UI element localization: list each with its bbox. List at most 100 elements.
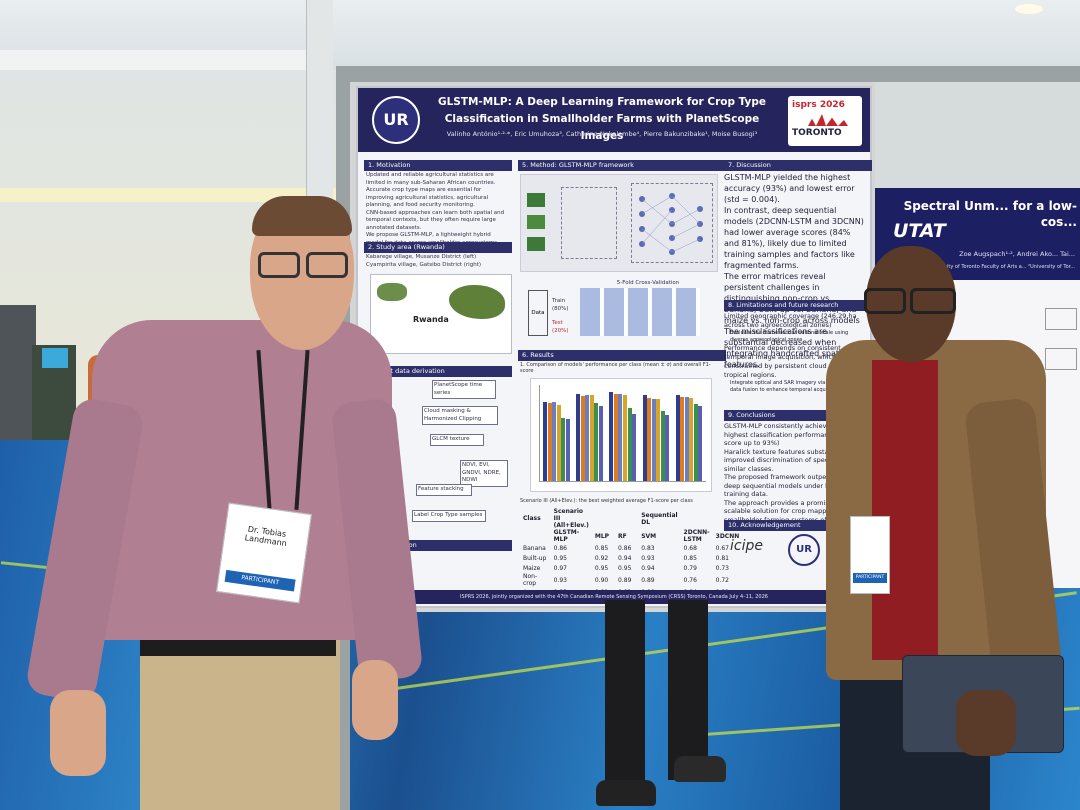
conference-label: isprs 2026 <box>792 100 845 110</box>
section-conclusions: 9. Conclusions <box>724 410 872 421</box>
limitation-bullet: Integrate optical and SAR imagery via mu… <box>730 380 859 393</box>
table-cell <box>681 508 713 529</box>
flow-step: Cloud masking & Harmonized Clipping <box>422 406 498 425</box>
chart-bar <box>684 397 689 481</box>
table-cell: Banana <box>523 544 546 552</box>
section-acknowledgement: 10. Acknowledgement <box>724 520 872 531</box>
table-cell: SVM <box>641 532 657 540</box>
input-patch <box>527 193 545 207</box>
chart-bar <box>656 399 661 481</box>
section-method: 5. Method: GLSTM-MLP framework <box>518 160 726 171</box>
chart-bar <box>651 399 656 481</box>
table-row: Banana 0.86 0.85 0.86 0.83 0.68 0.67 <box>520 543 742 553</box>
badge-role: PARTICIPANT <box>224 569 296 592</box>
left-person-hand <box>352 660 398 740</box>
table-cell: 0.97 <box>553 564 567 572</box>
left-person-hand <box>50 690 106 776</box>
chart-bar <box>680 397 685 481</box>
badge-role: PARTICIPANT <box>853 573 887 583</box>
ceiling-beam <box>0 50 330 72</box>
diagram-box <box>1045 348 1077 370</box>
table-cell: 3DCNN <box>715 532 740 540</box>
glasses-icon <box>306 252 348 278</box>
right-person-hand <box>956 690 1016 756</box>
flow-step: Feature stacking <box>416 484 472 496</box>
map-region <box>449 285 505 319</box>
discussion-bullet: GLSTM-MLP yielded the highest accuracy (… <box>724 173 855 204</box>
glasses-icon <box>864 288 906 314</box>
results-caption: 1. Comparison of models' performance per… <box>520 362 711 374</box>
chart-bar <box>665 414 670 481</box>
chart-bar <box>627 408 632 481</box>
discussion-bullet: In contrast, deep sequential models (2DC… <box>724 206 864 270</box>
icipe-logo: icipe <box>730 538 763 554</box>
study-list: Kabarege village, Musanze District (left… <box>366 254 506 269</box>
table-row: Built-up 0.95 0.92 0.94 0.93 0.85 0.81 <box>520 553 742 563</box>
table-row: GLSTM-MLP MLP RF SVM 2DCNN-LSTM 3DCNN <box>520 529 742 543</box>
name-badge-right: PARTICIPANT <box>850 516 890 594</box>
kiosk-screen <box>42 348 68 368</box>
chart-bar <box>675 395 680 481</box>
map-label: Rwanda <box>413 315 449 324</box>
person-behind-leg <box>668 600 708 780</box>
chart-bar <box>547 402 552 481</box>
table-cell: 0.73 <box>715 564 729 572</box>
chart-bar <box>689 398 694 481</box>
conclusion-bullet: Haralick texture features substantially … <box>724 447 849 473</box>
limitation-bullet: Limited geographic coverage (246.29 ha a… <box>724 312 857 329</box>
section-limitations: 8. Limitations and future research <box>724 300 872 311</box>
results-caption-2: Scenario III (All+Elev.): the best weigh… <box>520 498 693 504</box>
study-bullet: Kabarege village, Musanze District (left… <box>366 254 477 260</box>
table-cell: 0.76 <box>683 576 697 584</box>
chart-bar <box>565 419 570 481</box>
limitations-list: Limited geographic coverage (246.29 ha a… <box>724 312 866 394</box>
chart-bar <box>580 396 585 481</box>
skyline-icon <box>808 114 848 126</box>
doorway <box>0 305 36 445</box>
architecture-diagram <box>520 174 718 272</box>
shoe <box>674 756 726 782</box>
table-cell: 0.94 <box>641 564 655 572</box>
badge-name: Dr. Tobias Landmann <box>244 524 288 549</box>
table-cell: 0.94 <box>618 554 632 562</box>
chart-bar <box>613 393 618 481</box>
motivation-bullet: Updated and reliable agricultural statis… <box>366 172 496 186</box>
table-cell <box>592 508 615 529</box>
section-motivation: 1. Motivation <box>364 160 512 171</box>
table-cell: Built-up <box>523 554 547 562</box>
conclusions-list: GLSTM-MLP consistently achieved the high… <box>724 422 866 524</box>
university-logo: UR <box>372 96 420 144</box>
mlp-block <box>631 183 713 263</box>
poster-authors: Valinho António¹·²·*, Eric Umuhoza³, Cat… <box>446 130 758 138</box>
cv-label: 5-Fold Cross-Validation <box>616 280 680 286</box>
flow-step: GLCM texture <box>430 434 484 446</box>
table-cell: 0.90 <box>594 576 609 584</box>
motivation-bullet: CNN-based approaches can learn both spat… <box>366 209 505 231</box>
table-cell: 0.89 <box>618 576 632 584</box>
network-icon <box>639 193 703 255</box>
table-cell: 0.86 <box>553 544 567 552</box>
left-person-hair <box>252 196 352 236</box>
lstm-block <box>561 187 617 259</box>
table-cell: 0.95 <box>553 554 567 562</box>
study-bullet: Cyampirita village, Gatsibo District (ri… <box>366 261 481 268</box>
chart-bar <box>552 401 557 481</box>
train-label: Train (80%) <box>552 298 569 312</box>
table-cell: 0.68 <box>683 544 697 552</box>
section-study-area: 2. Study area (Rwanda) <box>364 242 512 253</box>
table-cell: 0.92 <box>594 554 609 562</box>
cv-folds <box>580 288 700 336</box>
second-poster-authors: Zoe Augspach¹·², Andrei Ako... Tai... <box>959 250 1075 258</box>
chart-bar <box>609 391 614 481</box>
flow-step: PlanetScope time series <box>432 380 496 399</box>
second-poster-title: Spectral Unm... for a low-cos... <box>903 199 1077 229</box>
poster-footer: ISPRS 2026, jointly organized with the 4… <box>358 590 870 604</box>
table-cell: 0.95 <box>618 564 632 572</box>
poster-title: GLSTM-MLP: A Deep Learning Framework for… <box>437 96 767 142</box>
study-area-map: Rwanda <box>370 274 512 354</box>
flow-step: Label Crop Type samples <box>412 510 486 522</box>
results-bar-chart <box>530 378 712 492</box>
table-row: Class Scenario III (All+Elev.) Sequential … <box>520 508 742 529</box>
ur-logo-small: UR <box>788 534 820 566</box>
test-label: Test (20%) <box>552 320 569 334</box>
